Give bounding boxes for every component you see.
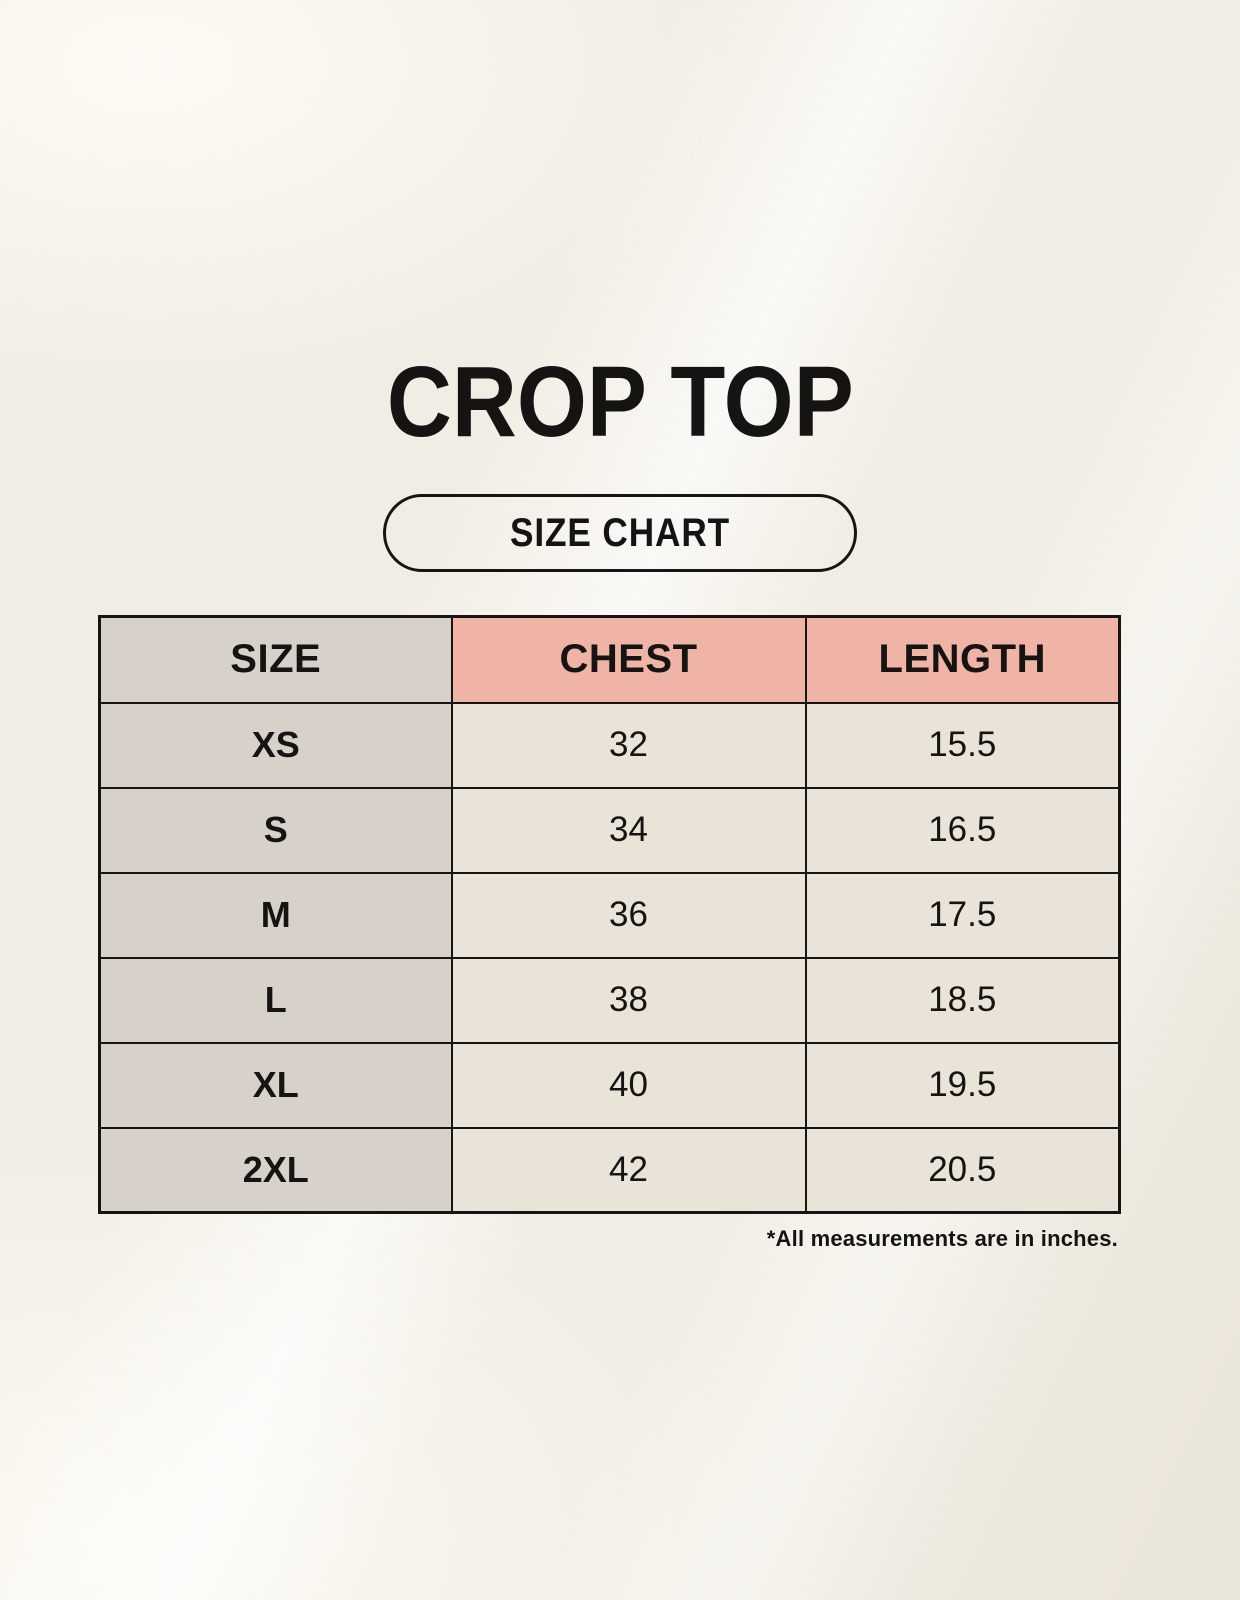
column-header-length: LENGTH (804, 615, 1121, 704)
table-row-xs: XS 32 15.5 (98, 701, 1121, 789)
column-header-chest: CHEST (450, 615, 807, 704)
table-row-s: S 34 16.5 (98, 786, 1121, 874)
length-cell: 16.5 (804, 786, 1121, 874)
page-title: CROP TOP (0, 352, 1240, 452)
table-row-2xl: 2XL 42 20.5 (98, 1126, 1121, 1214)
size-cell: S (98, 786, 453, 874)
size-chart-table: SIZE CHEST LENGTH XS 32 15.5 S 34 16.5 M… (98, 615, 1121, 1214)
table-row-l: L 38 18.5 (98, 956, 1121, 1044)
length-cell: 17.5 (804, 871, 1121, 959)
size-chart-badge: SIZE CHART (383, 494, 857, 572)
chest-cell: 40 (450, 1041, 807, 1129)
size-chart-badge-label: SIZE CHART (510, 510, 730, 555)
size-cell: 2XL (98, 1126, 453, 1214)
size-cell: L (98, 956, 453, 1044)
column-header-size: SIZE (98, 615, 453, 704)
table-row-m: M 36 17.5 (98, 871, 1121, 959)
size-cell: XS (98, 701, 453, 789)
chest-cell: 42 (450, 1126, 807, 1214)
chest-cell: 32 (450, 701, 807, 789)
measurements-footnote: *All measurements are in inches. (766, 1226, 1118, 1251)
length-cell: 15.5 (804, 701, 1121, 789)
page-title-text: CROP TOP (386, 346, 854, 458)
size-cell: XL (98, 1041, 453, 1129)
size-cell: M (98, 871, 453, 959)
chest-cell: 36 (450, 871, 807, 959)
length-cell: 20.5 (804, 1126, 1121, 1214)
chest-cell: 38 (450, 956, 807, 1044)
chest-cell: 34 (450, 786, 807, 874)
size-chart-badge-wrap: SIZE CHART (0, 494, 1240, 572)
length-cell: 18.5 (804, 956, 1121, 1044)
table-header-row: SIZE CHEST LENGTH (98, 615, 1121, 704)
table-row-xl: XL 40 19.5 (98, 1041, 1121, 1129)
length-cell: 19.5 (804, 1041, 1121, 1129)
